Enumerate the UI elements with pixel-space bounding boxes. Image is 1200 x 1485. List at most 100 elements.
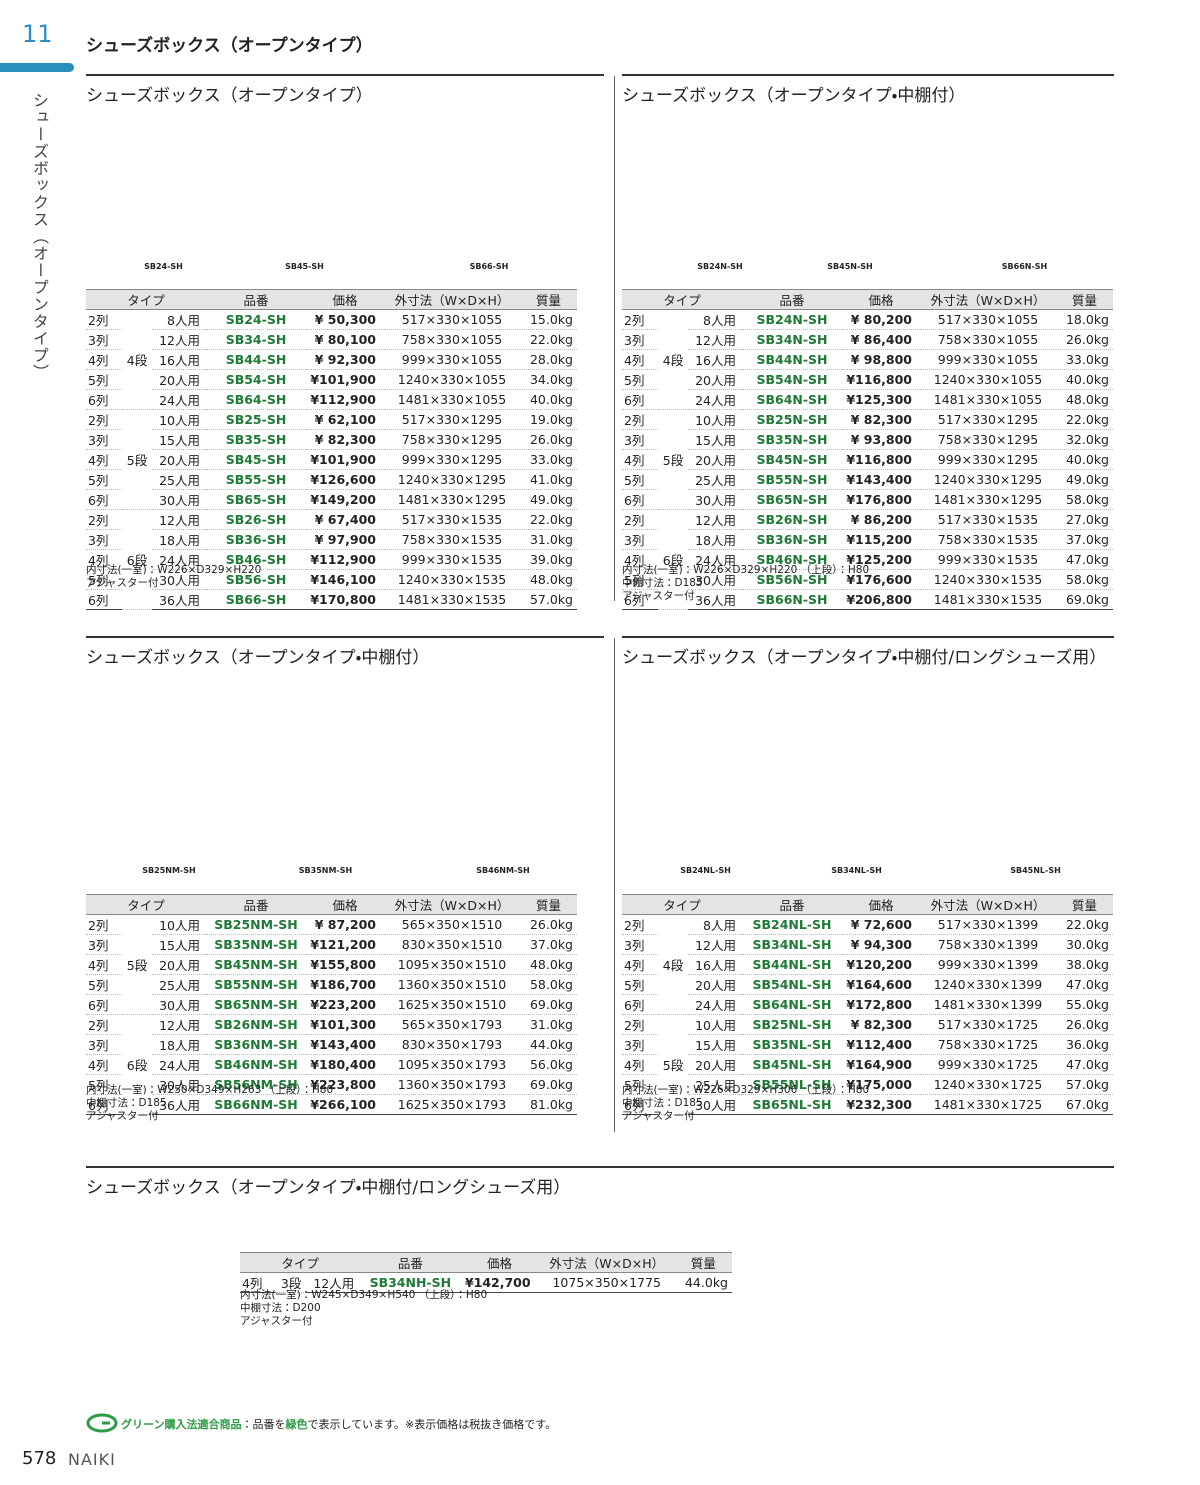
cell-capacity: 25人用 — [688, 1074, 742, 1095]
note-line: 中棚寸法：D185 — [622, 577, 703, 589]
cell-capacity: 20人用 — [688, 369, 742, 390]
header-cell: 質量 — [520, 289, 577, 310]
section-title: シューズボックス（オープンタイプ・中棚付） — [86, 648, 430, 668]
note-line: アジャスター付 — [240, 1315, 313, 1327]
cell-size: 565×350×1510 — [384, 914, 520, 935]
cell-weight: 57.0kg — [1056, 1074, 1113, 1095]
cell-columns: 4列 — [622, 954, 658, 975]
cell-capacity: 16人用 — [152, 349, 206, 370]
cell-size: 999×330×1725 — [920, 1054, 1056, 1075]
cell-weight: 48.0kg — [520, 569, 577, 590]
notes: 内寸法(一室)：W226×D329×H306 （上段）：H80 中棚寸法：D185… — [622, 1084, 869, 1123]
cell-code: SB46NM-SH — [206, 1054, 306, 1075]
cell-tier: 6段 — [122, 1014, 152, 1115]
cell-columns: 3列 — [86, 1034, 122, 1055]
cell-columns: 3列 — [86, 529, 122, 550]
cell-capacity: 12人用 — [152, 329, 206, 350]
cell-code: SB66N-SH — [742, 589, 842, 610]
header-cell: 品番 — [742, 894, 842, 915]
cell-size: 758×330×1535 — [384, 529, 520, 550]
section-rule — [86, 74, 604, 76]
cell-price: ¥170,800 — [306, 589, 384, 610]
cell-weight: 37.0kg — [520, 934, 577, 955]
table-row: 3列 18人用 SB36-SH ¥ 97,900 758×330×1535 31.0kg — [86, 529, 577, 550]
cell-price: ¥ 82,300 — [842, 1014, 920, 1035]
cell-code: SB54N-SH — [742, 369, 842, 390]
notes: 内寸法(一室)：W245×D349×H540 （上段）：H80 中棚寸法：D200… — [240, 1289, 487, 1328]
cell-columns: 4列 — [86, 549, 122, 570]
table-row: 4列 16人用 SB44-SH ¥ 92,300 999×330×1055 28.0kg — [86, 349, 577, 370]
cell-code: SB34NH-SH — [360, 1272, 461, 1293]
cell-code: SB24-SH — [206, 309, 306, 330]
cell-capacity: 12人用 — [688, 329, 742, 350]
cell-price: ¥146,100 — [306, 569, 384, 590]
cell-price: ¥ 62,100 — [306, 409, 384, 430]
cell-columns: 5列 — [622, 974, 658, 995]
cell-price: ¥ 87,200 — [306, 914, 384, 935]
table-row: 5列 30人用 SB56-SH ¥146,100 1240×330×1535 48.0kg — [86, 569, 577, 590]
image-label: SB35NM-SH — [298, 866, 353, 875]
cell-columns: 3列 — [622, 429, 658, 450]
cell-columns: 6列 — [86, 489, 122, 510]
table-row: 3列 18人用 SB36N-SH ¥115,200 758×330×1535 37.0kg — [622, 529, 1113, 550]
cell-size: 1481×330×1399 — [920, 994, 1056, 1015]
cell-size: 517×330×1295 — [384, 409, 520, 430]
cell-size: 999×330×1535 — [920, 549, 1056, 570]
spec-table: タイプ 品番 価格 外寸法（W×D×H） 質量 2列 5段 10人用 SB25NM-SH ¥ 87… — [86, 894, 577, 1115]
cell-capacity: 15人用 — [688, 429, 742, 450]
header-cell: 外寸法（W×D×H） — [384, 289, 520, 310]
cell-columns: 6列 — [86, 589, 122, 610]
cell-columns: 4列 — [86, 449, 122, 470]
cell-capacity: 10人用 — [152, 914, 206, 935]
cell-price: ¥125,200 — [842, 549, 920, 570]
cell-size: 758×330×1295 — [920, 429, 1056, 450]
cell-code: SB46N-SH — [742, 549, 842, 570]
cell-capacity: 30人用 — [152, 489, 206, 510]
table-row: 3列 12人用 SB34-SH ¥ 80,100 758×330×1055 22.0kg — [86, 329, 577, 350]
spec-table: タイプ 品番 価格 外寸法（W×D×H） 質量 4列 3段 12人用 SB34NH-SH ¥142… — [240, 1252, 732, 1293]
table-row: 5列 25人用 SB55NM-SH ¥186,700 1360×350×1510 58.0… — [86, 974, 577, 995]
header-cell: 外寸法（W×D×H） — [538, 1252, 675, 1273]
cell-size: 758×330×1295 — [384, 429, 520, 450]
cell-price: ¥143,400 — [842, 469, 920, 490]
cell-capacity: 24人用 — [152, 549, 206, 570]
cell-columns: 3列 — [86, 329, 122, 350]
cell-weight: 22.0kg — [1056, 409, 1113, 430]
cell-capacity: 8人用 — [152, 309, 206, 330]
cell-code: SB35N-SH — [742, 429, 842, 450]
cell-price: ¥164,900 — [842, 1054, 920, 1075]
cell-price: ¥142,700 — [460, 1272, 539, 1293]
cell-columns: 6列 — [622, 1094, 658, 1115]
section-rule — [622, 74, 1114, 76]
cell-code: SB45N-SH — [742, 449, 842, 470]
cell-size: 1625×350×1510 — [384, 994, 520, 1015]
cell-size: 999×330×1295 — [384, 449, 520, 470]
page-title: シューズボックス（オープンタイプ） — [86, 36, 373, 56]
cell-code: SB36N-SH — [742, 529, 842, 550]
cell-capacity: 20人用 — [152, 954, 206, 975]
cell-weight: 37.0kg — [1056, 529, 1113, 550]
cell-weight: 18.0kg — [1056, 309, 1113, 330]
cell-price: ¥ 82,300 — [842, 409, 920, 430]
header-cell: 質量 — [1056, 894, 1113, 915]
cell-capacity: 12人用 — [152, 509, 206, 530]
cell-price: ¥223,200 — [306, 994, 384, 1015]
cell-tier: 5段 — [658, 409, 688, 510]
cell-code: SB65NM-SH — [206, 994, 306, 1015]
cell-size: 1481×330×1055 — [384, 389, 520, 410]
cell-price: ¥ 67,400 — [306, 509, 384, 530]
cell-size: 1481×330×1295 — [384, 489, 520, 510]
cell-weight: 26.0kg — [1056, 329, 1113, 350]
table-row: 5列 30人用 SB56N-SH ¥176,600 1240×330×1535 58.0k… — [622, 569, 1113, 590]
page-number: 578 — [22, 1448, 57, 1469]
cell-columns: 6列 — [622, 389, 658, 410]
cell-capacity: 16人用 — [688, 954, 742, 975]
header-cell: 価格 — [306, 289, 384, 310]
header-cell: 外寸法（W×D×H） — [920, 289, 1056, 310]
cell-price: ¥116,800 — [842, 449, 920, 470]
cell-weight: 22.0kg — [520, 329, 577, 350]
cell-weight: 47.0kg — [1056, 549, 1113, 570]
cell-size: 565×350×1793 — [384, 1014, 520, 1035]
cell-tier: 6段 — [122, 509, 152, 610]
